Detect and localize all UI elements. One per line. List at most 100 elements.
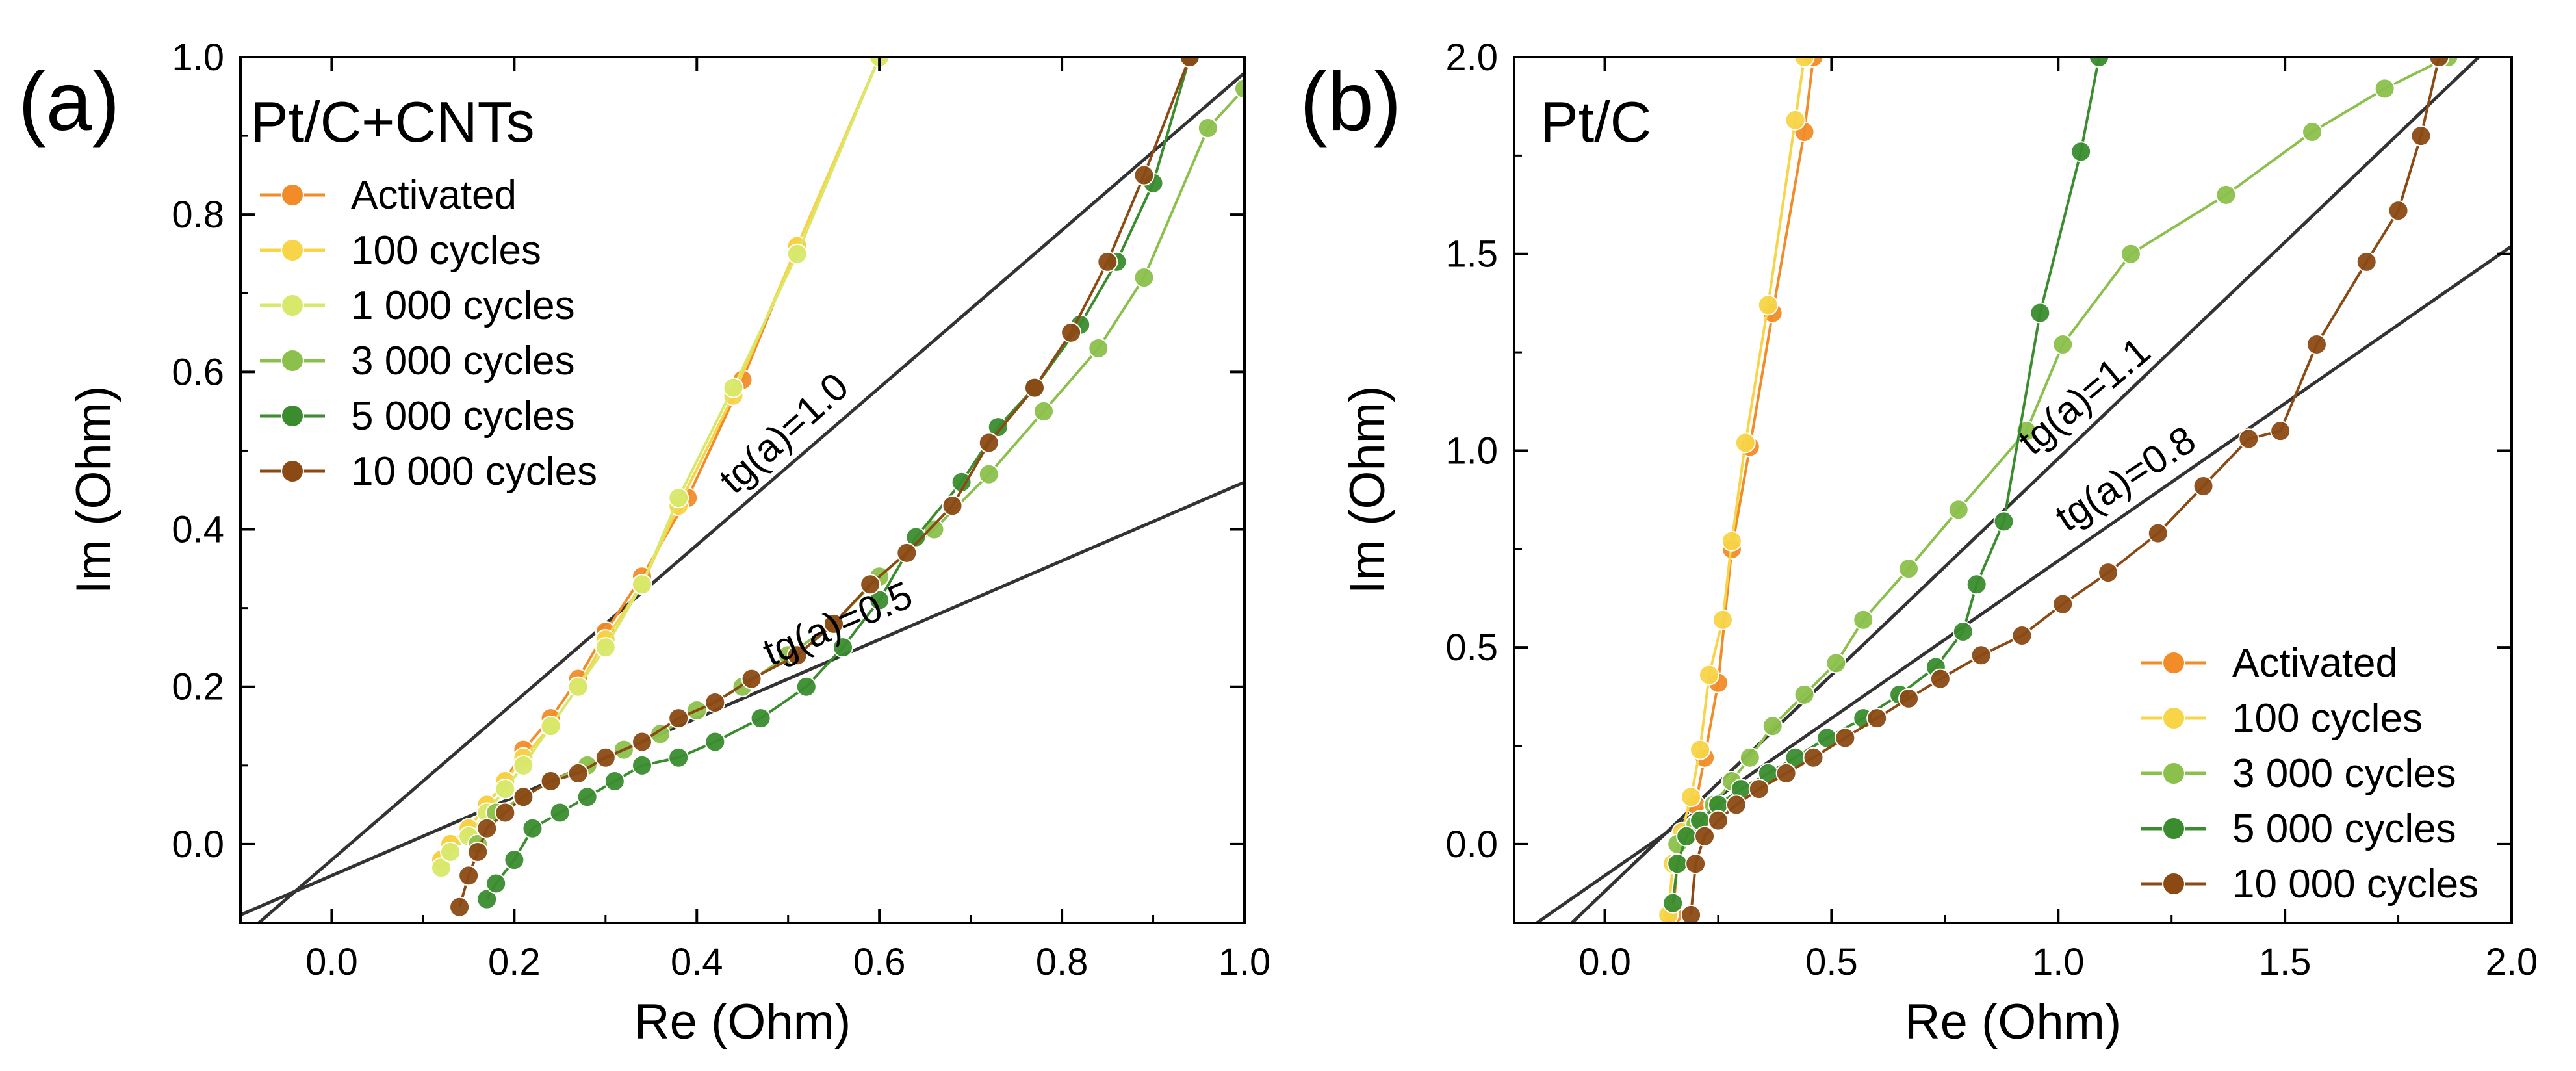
data-point <box>1794 57 1815 68</box>
data-point <box>978 463 999 485</box>
legend-label: 10 000 cycles <box>2232 862 2479 907</box>
legend-label: 100 cycles <box>2232 696 2423 741</box>
data-point <box>786 243 808 265</box>
data-point <box>449 896 470 918</box>
chart-panel-b: 0.0 0.5 1.0 1.5 2.0 0.0 0.5 1.0 1.5 2.0 Re (Ohm) Im… <box>1300 36 2538 1050</box>
x-tick-label: 0.0 <box>305 941 358 983</box>
panel-title: Pt/C+CNTs <box>250 90 535 154</box>
data-point <box>1970 645 1992 666</box>
data-point <box>1712 609 1733 630</box>
data-point <box>1929 668 1951 690</box>
data-point <box>1133 267 1155 289</box>
legend-label: 5 000 cycles <box>2232 806 2456 851</box>
plot-area <box>240 57 1244 923</box>
data-point <box>1024 377 1045 398</box>
data-point <box>741 668 762 690</box>
legend-label: 100 cycles <box>351 228 541 273</box>
legend-label: 3 000 cycles <box>351 339 575 383</box>
data-point <box>668 487 689 509</box>
data-point <box>1898 688 1920 709</box>
data-point <box>704 691 726 713</box>
data-point <box>1835 727 1856 749</box>
data-point <box>1825 652 1847 674</box>
fit-line <box>256 71 1244 923</box>
data-point <box>540 771 561 792</box>
data-point <box>2374 78 2395 99</box>
data-point <box>2270 420 2291 442</box>
x-tick-label: 0.8 <box>1036 941 1088 983</box>
legend-marker <box>2162 706 2185 730</box>
y-tick-label: 0.2 <box>172 666 224 708</box>
data-point <box>1685 853 1707 875</box>
data-point <box>1784 109 1806 131</box>
legend-marker <box>281 239 304 262</box>
data-point <box>2428 57 2450 68</box>
legend-marker <box>281 459 304 483</box>
data-point <box>1694 825 1716 847</box>
y-tick-label: 2.0 <box>1445 36 1498 79</box>
axes-frame <box>1513 56 2513 924</box>
data-point <box>896 542 918 563</box>
data-point <box>1690 739 1711 760</box>
data-point <box>2120 243 2141 265</box>
data-point <box>2098 562 2119 584</box>
data-point <box>1707 810 1729 831</box>
data-point <box>495 779 516 800</box>
data-point <box>2215 184 2237 205</box>
legend: Activated 100 cycles 1 000 cycles 3 000 cyc… <box>260 173 597 494</box>
data-point <box>504 849 525 871</box>
data-point <box>2089 57 2110 68</box>
legend-marker <box>281 183 304 207</box>
data-point <box>668 708 689 729</box>
data-point <box>2388 200 2409 222</box>
data-point <box>485 873 507 894</box>
data-point <box>1725 794 1747 816</box>
legend-marker <box>281 294 304 317</box>
data-point <box>549 802 571 823</box>
data-point <box>923 519 945 540</box>
data-point <box>1748 779 1770 800</box>
x-tick-label: 0.0 <box>1578 941 1631 983</box>
legend-marker <box>2162 651 2185 675</box>
data-point <box>1853 609 1874 630</box>
data-point <box>467 842 489 863</box>
data-point <box>2147 523 2169 544</box>
y-tick-label: 0.5 <box>1445 626 1498 669</box>
data-point <box>823 613 844 634</box>
data-point <box>704 731 726 753</box>
data-point <box>1681 786 1702 808</box>
data-point <box>1234 78 1244 99</box>
fit-line <box>240 480 1244 917</box>
data-point <box>1197 117 1218 138</box>
data-point <box>1898 558 1920 580</box>
y-tick-label: 1.0 <box>1445 430 1498 472</box>
axes-frame <box>239 56 1246 924</box>
x-tick-label: 0.4 <box>671 941 723 983</box>
y-tick-label: 1.5 <box>1445 233 1498 276</box>
data-point <box>2306 333 2327 355</box>
data-point <box>595 747 616 768</box>
legend-label: 1 000 cycles <box>351 283 575 328</box>
data-point <box>1699 664 1720 686</box>
data-point <box>495 802 516 823</box>
data-point <box>576 786 598 808</box>
data-point <box>905 526 927 548</box>
data-point <box>604 771 625 792</box>
data-point <box>750 708 771 729</box>
data-point <box>1133 164 1155 186</box>
legend-label: 5 000 cycles <box>351 394 575 439</box>
chart-panel-a: 0.0 0.2 0.4 0.6 0.8 1.0 0.0 0.2 0.4 0.6 0.8 1.0 Re (… <box>18 36 1270 1050</box>
y-tick-label: 0.6 <box>172 351 224 393</box>
data-point <box>1803 747 1824 768</box>
data-point <box>668 747 689 768</box>
data-point <box>1952 621 1974 642</box>
panel-label: (b) <box>1300 55 1401 148</box>
data-point <box>1681 904 1702 923</box>
data-point <box>2356 251 2377 272</box>
y-tick-label: 1.0 <box>172 36 224 79</box>
data-point <box>1097 251 1118 272</box>
y-tick-label: 0.0 <box>1445 823 1498 866</box>
data-point <box>476 818 498 839</box>
legend-label: Activated <box>351 173 517 218</box>
legend-label: 10 000 cycles <box>351 449 597 494</box>
